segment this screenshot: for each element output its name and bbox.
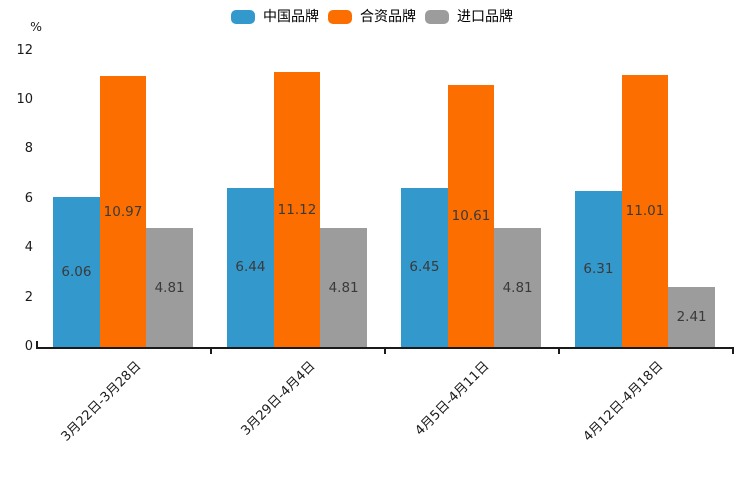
x-tick-mark: [384, 349, 386, 354]
legend: 中国品牌 合资品牌 进口品牌: [0, 8, 744, 26]
legend-label: 进口品牌: [457, 9, 513, 25]
bar-value-label: 10.97: [103, 203, 143, 220]
y-tick-label: 12: [16, 42, 33, 58]
y-axis-unit-label: %: [30, 19, 42, 34]
bar-value-label: 2.41: [676, 309, 707, 326]
y-axis-stub: [36, 341, 38, 347]
legend-label: 中国品牌: [263, 9, 319, 25]
bar-中国品牌-3月29日-4月4日: 6.44: [227, 187, 274, 347]
legend-swatch-icon: [328, 10, 352, 24]
y-tick-label: 10: [16, 92, 33, 107]
legend-swatch-icon: [231, 10, 255, 24]
bar-进口品牌-4月12日-4月18日: 2.41: [668, 287, 715, 347]
x-category-label: 3月22日-3月28日: [58, 358, 145, 445]
y-tick-label: 8: [24, 141, 33, 157]
bar-value-label: 6.06: [61, 264, 92, 281]
legend-item: 进口品牌: [425, 8, 513, 26]
legend-swatch-icon: [425, 10, 449, 24]
y-tick-label: 6: [24, 190, 33, 206]
x-tick-mark: [558, 349, 560, 354]
bar-value-label: 11.01: [625, 203, 665, 220]
bar-进口品牌-3月29日-4月4日: 4.81: [320, 228, 367, 347]
y-tick-label: 0: [24, 339, 33, 354]
bar-中国品牌-4月12日-4月18日: 6.31: [575, 191, 622, 347]
bar-value-label: 6.45: [409, 259, 440, 276]
bar-value-label: 6.31: [583, 261, 614, 278]
bar-进口品牌-3月22日-3月28日: 4.81: [146, 228, 193, 347]
bar-合资品牌-4月5日-4月11日: 10.61: [447, 84, 495, 347]
bar-合资品牌-3月29日-4月4日: 11.12: [273, 72, 321, 347]
legend-item: 合资品牌: [328, 8, 416, 26]
y-tick-label: 2: [24, 289, 33, 305]
x-tick-mark: [210, 349, 212, 354]
bar-value-label: 10.61: [451, 207, 491, 224]
bar-进口品牌-4月5日-4月11日: 4.81: [494, 228, 541, 347]
bar-中国品牌-3月22日-3月28日: 6.06: [53, 197, 100, 347]
legend-item: 中国品牌: [231, 8, 319, 26]
y-tick-label: 4: [24, 240, 33, 256]
legend-label: 合资品牌: [360, 9, 416, 25]
bar-value-label: 4.81: [328, 279, 359, 296]
x-category-label: 3月29日-4月4日: [238, 358, 319, 439]
bar-value-label: 4.81: [154, 279, 185, 296]
x-category-label: 4月5日-4月11日: [412, 358, 493, 439]
bar-value-label: 4.81: [502, 279, 533, 296]
bar-中国品牌-4月5日-4月11日: 6.45: [401, 187, 448, 347]
x-axis-line: [36, 347, 734, 349]
bar-合资品牌-4月12日-4月18日: 11.01: [621, 75, 669, 347]
bar-合资品牌-3月22日-3月28日: 10.97: [99, 76, 147, 347]
x-tick-mark: [732, 349, 734, 354]
bar-value-label: 11.12: [277, 201, 317, 218]
x-category-label: 4月12日-4月18日: [580, 358, 667, 445]
bar-value-label: 6.44: [235, 259, 266, 276]
